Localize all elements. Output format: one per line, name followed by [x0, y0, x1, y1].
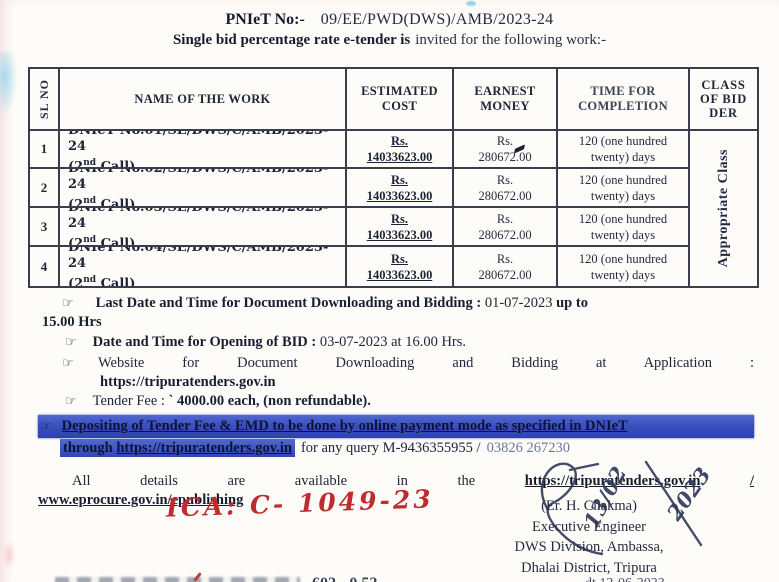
tender-fee-label: Tender Fee : — [92, 393, 165, 409]
details-url-2: www.eprocure.gov.in/epublishing — [38, 492, 244, 508]
table-row-4-sl: 4 — [30, 247, 60, 286]
col-header-class-of-bidder: CLASS OF BIDDER — [690, 69, 757, 131]
scan-smudge — [0, 52, 17, 116]
pointer-hand-icon: ☞ — [65, 335, 77, 350]
signatory-district: Dhalai District, Tripura — [521, 559, 657, 576]
table-row-4-time: 120 (one hundred twenty) days — [558, 247, 690, 286]
scan-speckle — [2, 540, 16, 570]
col-header-estimated-cost: ESTIMATED COST — [347, 69, 454, 131]
last-date-line: ☞ Last Date and Time for Document Downloa… — [38, 294, 754, 313]
website-text: Website for Document Downloading and Bid… — [98, 355, 754, 371]
class-of-bidder-value: Appropriate Class — [715, 149, 731, 268]
works-table: SL NO NAME OF THE WORK ESTIMATED COST EA… — [28, 67, 759, 288]
tender-fee-value: ` 4000.00 each, (non refundable). — [168, 393, 371, 409]
pniet-number-label: PNIeT No:- — [225, 11, 305, 28]
table-row-1-sl: 1 — [30, 131, 60, 169]
document-subtitle: Single bid percentage rate e-tender is in… — [0, 32, 779, 49]
table-row-2-sl: 2 — [30, 169, 60, 208]
highlighted-deposit-line: ☞ Depositing of Tender Fee & EMD to be do… — [38, 415, 754, 438]
table-row-3-cost: Rs. 14033623.00 — [347, 208, 454, 247]
signatory-name: (Er. H. Chakma) — [541, 498, 637, 514]
signatory-title: Executive Engineer — [532, 518, 646, 535]
query-text: for any query M-9436355955 / — [300, 440, 481, 456]
table-row-1-cost: Rs. 14033623.00 — [347, 131, 454, 169]
memo-date-fragment: dt 12-06-2023 — [585, 576, 665, 582]
website-line: ☞ Website for Document Downloading and Bi… — [38, 354, 754, 373]
col-header-earnest-money: EARNEST MONEY — [454, 69, 558, 131]
ink-smudge — [55, 577, 300, 582]
website-url: https://tripuratenders.gov.in — [100, 374, 276, 390]
document-header: PNIeT No:- 09/EE/PWD(DWS)/AMB/2023-24 — [0, 11, 779, 29]
pointer-hand-icon: ☞ — [62, 356, 74, 371]
details-slash: / — [749, 473, 754, 489]
table-row-3-earnest: Rs. 280672.00 — [454, 208, 558, 247]
col-header-time-for-completion: TIME FOR COMPLETION — [558, 69, 690, 131]
memo-number-fragment: 602 - 0.52 — [312, 575, 377, 582]
pointer-hand-icon: ☞ — [62, 296, 74, 311]
pniet-number-value: 09/EE/PWD(DWS)/AMB/2023-24 — [320, 11, 554, 28]
table-row-2-time: 120 (one hundred twenty) days — [558, 169, 690, 208]
table-row-4-cost: Rs. 14033623.00 — [347, 247, 454, 286]
handwritten-signature: 13/02 2023 — [540, 460, 716, 556]
subtitle-bold: Single bid percentage rate e-tender is — [172, 32, 411, 48]
notice-body: ☞ Last Date and Time for Document Downloa… — [38, 294, 754, 510]
cut-off-memo-line: 602 - 0.52 dt 12-06-2023 — [0, 572, 779, 582]
opening-date-value: 03-07-2023 at 16.00 Hrs. — [319, 334, 467, 350]
table-row-4-name: DNIeT No.04/SE/DWS/C/AMB/2023-24 (2nd Ca… — [60, 247, 347, 286]
col-header-name-of-work: NAME OF THE WORK — [60, 69, 347, 131]
signature-block: (Er. H. Chakma) Executive Engineer DWS D… — [448, 496, 730, 578]
phone-number: 03826 267230 — [486, 440, 570, 456]
last-date-label: Last Date and Time for Document Download… — [95, 295, 482, 311]
through-word: through — [63, 440, 113, 456]
table-row-3-time: 120 (one hundred twenty) days — [558, 208, 690, 247]
all-details-text: All details are available in the — [72, 473, 476, 489]
table-row-2-name: DNIeT No.02/SE/DWS/C/AMB/2023-24 (2nd Ca… — [60, 169, 347, 208]
last-date-time: 15.00 Hrs — [42, 314, 102, 330]
table-row-1-time: 120 (one hundred twenty) days — [558, 131, 690, 169]
opening-date-label: Date and Time for Opening of BID : — [92, 334, 317, 350]
table-row-3-name: DNIeT No.03/SE/DWS/C/AMB/2023-24 (2nd Ca… — [60, 208, 347, 247]
pointer-hand-icon: ☞ — [40, 419, 52, 434]
table-row-1-name: DNIeT No.01/SE/DWS/C/AMB/2023-24 (2nd Ca… — [60, 131, 347, 169]
signatory-division: DWS Division, Ambassa, — [514, 539, 664, 555]
deposit-text: Depositing of Tender Fee & EMD to be don… — [61, 418, 628, 434]
table-row-2-earnest: Rs. 280672.00 — [454, 169, 558, 208]
last-date-upto: up to — [556, 295, 588, 311]
opening-date-line: ☞ Date and Time for Opening of BID : 03-0… — [38, 333, 754, 352]
col-header-sl-no: SL NO — [30, 69, 60, 131]
deposit-url: https://tripuratenders.gov.in — [116, 440, 292, 456]
subtitle-rest: invited for the following work:- — [415, 32, 607, 48]
table-row-4-earnest: Rs. 280672.00 — [454, 247, 558, 286]
table-row-2-cost: Rs. 14033623.00 — [347, 169, 454, 208]
last-date-value: 01-07-2023 — [484, 295, 553, 311]
scan-dot — [466, 1, 476, 6]
pointer-hand-icon: ☞ — [65, 394, 77, 409]
table-row-3-sl: 3 — [30, 208, 60, 247]
highlighted-query-line: through https://tripuratenders.gov.in for… — [38, 439, 754, 458]
table-row-1-earnest: Rs. 280672.00 — [454, 131, 558, 169]
tender-fee-line: ☞ Tender Fee : ` 4000.00 each, (non refun… — [38, 392, 754, 411]
